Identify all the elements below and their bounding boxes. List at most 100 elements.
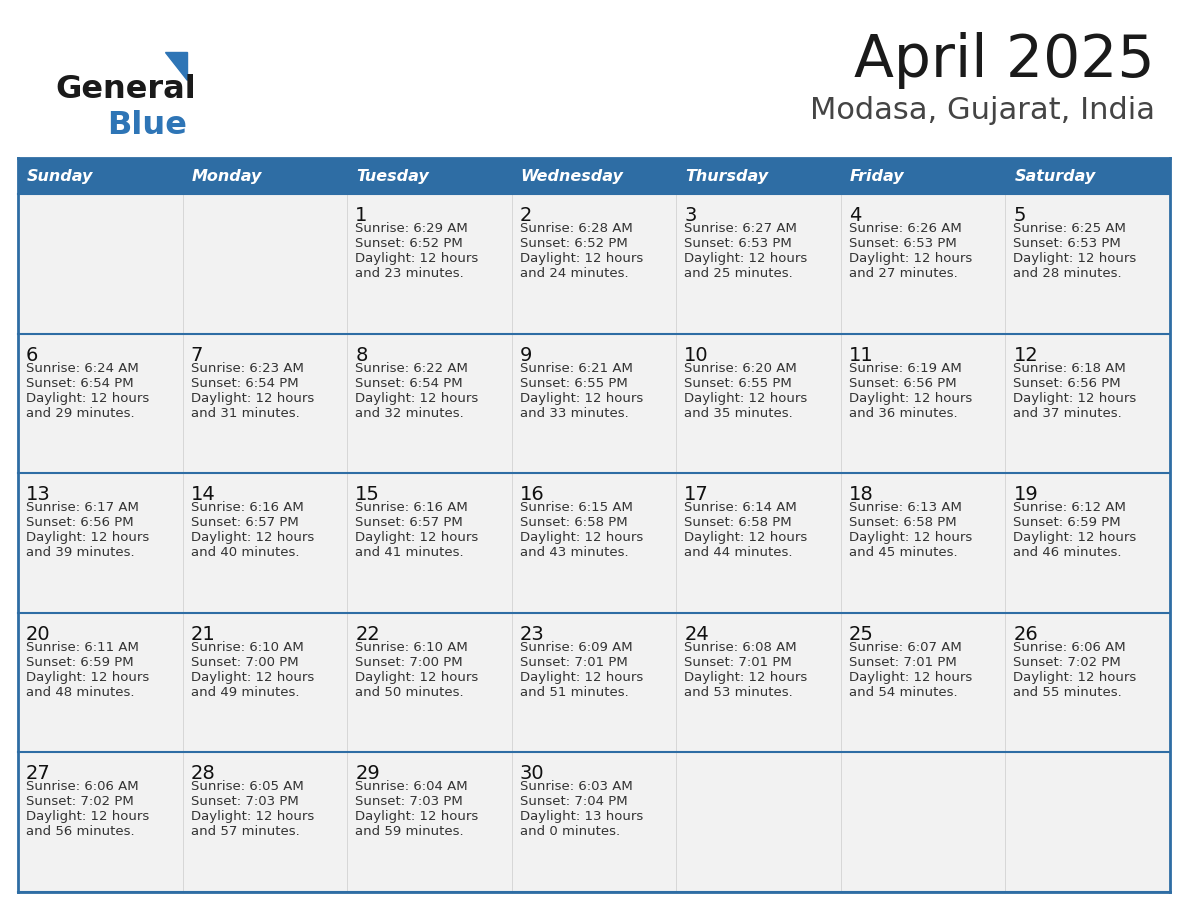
Text: Sunrise: 6:26 AM: Sunrise: 6:26 AM	[849, 222, 961, 235]
Text: Sunset: 6:52 PM: Sunset: 6:52 PM	[355, 237, 463, 250]
Text: 7: 7	[190, 345, 203, 364]
Text: Sunrise: 6:10 AM: Sunrise: 6:10 AM	[190, 641, 303, 654]
Text: Blue: Blue	[107, 110, 187, 141]
Text: 3: 3	[684, 206, 696, 225]
Text: Sunset: 7:01 PM: Sunset: 7:01 PM	[519, 655, 627, 669]
Text: Sunrise: 6:06 AM: Sunrise: 6:06 AM	[1013, 641, 1126, 654]
Text: Daylight: 12 hours: Daylight: 12 hours	[26, 811, 150, 823]
Text: Daylight: 12 hours: Daylight: 12 hours	[849, 671, 972, 684]
Text: and 49 minutes.: and 49 minutes.	[190, 686, 299, 699]
Text: Daylight: 12 hours: Daylight: 12 hours	[190, 532, 314, 544]
Text: Sunrise: 6:22 AM: Sunrise: 6:22 AM	[355, 362, 468, 375]
Bar	[18, 753, 183, 892]
Text: and 29 minutes.: and 29 minutes.	[26, 407, 134, 420]
Text: 15: 15	[355, 486, 380, 504]
Text: Sunrise: 6:06 AM: Sunrise: 6:06 AM	[26, 780, 139, 793]
Text: and 40 minutes.: and 40 minutes.	[190, 546, 299, 559]
Bar	[841, 158, 1005, 194]
Text: and 33 minutes.: and 33 minutes.	[519, 407, 628, 420]
Text: Sunrise: 6:11 AM: Sunrise: 6:11 AM	[26, 641, 139, 654]
Bar	[18, 333, 183, 473]
Text: Daylight: 12 hours: Daylight: 12 hours	[355, 671, 479, 684]
Text: Sunset: 6:57 PM: Sunset: 6:57 PM	[190, 516, 298, 529]
Text: and 37 minutes.: and 37 minutes.	[1013, 407, 1123, 420]
Text: Sunrise: 6:21 AM: Sunrise: 6:21 AM	[519, 362, 632, 375]
Bar	[18, 158, 183, 194]
Text: Sunrise: 6:05 AM: Sunrise: 6:05 AM	[190, 780, 303, 793]
Bar	[676, 753, 841, 892]
Text: 20: 20	[26, 625, 51, 644]
Text: and 45 minutes.: and 45 minutes.	[849, 546, 958, 559]
Text: Sunset: 7:02 PM: Sunset: 7:02 PM	[26, 795, 134, 809]
Text: 29: 29	[355, 765, 380, 783]
Text: Daylight: 12 hours: Daylight: 12 hours	[1013, 392, 1137, 405]
Text: 6: 6	[26, 345, 38, 364]
Bar	[1005, 473, 1170, 613]
Text: Sunrise: 6:17 AM: Sunrise: 6:17 AM	[26, 501, 139, 514]
Text: Sunset: 6:53 PM: Sunset: 6:53 PM	[684, 237, 792, 250]
Text: and 32 minutes.: and 32 minutes.	[355, 407, 463, 420]
Text: 2: 2	[519, 206, 532, 225]
Text: Sunset: 6:58 PM: Sunset: 6:58 PM	[519, 516, 627, 529]
Text: Sunrise: 6:29 AM: Sunrise: 6:29 AM	[355, 222, 468, 235]
Text: Daylight: 12 hours: Daylight: 12 hours	[519, 671, 643, 684]
Bar	[841, 753, 1005, 892]
Text: Daylight: 12 hours: Daylight: 12 hours	[684, 532, 808, 544]
Text: Wednesday: Wednesday	[520, 169, 624, 184]
Text: Daylight: 12 hours: Daylight: 12 hours	[849, 252, 972, 265]
Text: Sunset: 6:56 PM: Sunset: 6:56 PM	[26, 516, 133, 529]
Bar	[1005, 753, 1170, 892]
Bar	[841, 194, 1005, 333]
Text: 24: 24	[684, 625, 709, 644]
Text: 5: 5	[1013, 206, 1026, 225]
Text: Sunrise: 6:23 AM: Sunrise: 6:23 AM	[190, 362, 303, 375]
Text: Sunset: 6:56 PM: Sunset: 6:56 PM	[1013, 376, 1121, 389]
Text: 11: 11	[849, 345, 873, 364]
Bar	[512, 158, 676, 194]
Bar	[1005, 194, 1170, 333]
Text: 8: 8	[355, 345, 367, 364]
Text: Sunrise: 6:13 AM: Sunrise: 6:13 AM	[849, 501, 962, 514]
Bar	[1005, 333, 1170, 473]
Text: Sunrise: 6:24 AM: Sunrise: 6:24 AM	[26, 362, 139, 375]
Text: Daylight: 12 hours: Daylight: 12 hours	[190, 392, 314, 405]
Bar	[676, 613, 841, 753]
Text: 21: 21	[190, 625, 215, 644]
Bar	[183, 158, 347, 194]
Bar	[18, 194, 183, 333]
Text: Sunrise: 6:28 AM: Sunrise: 6:28 AM	[519, 222, 632, 235]
Text: Sunset: 6:53 PM: Sunset: 6:53 PM	[1013, 237, 1121, 250]
Text: Sunset: 6:57 PM: Sunset: 6:57 PM	[355, 516, 463, 529]
Bar	[347, 194, 512, 333]
Text: and 55 minutes.: and 55 minutes.	[1013, 686, 1123, 699]
Text: and 24 minutes.: and 24 minutes.	[519, 267, 628, 280]
Text: Daylight: 12 hours: Daylight: 12 hours	[355, 392, 479, 405]
Text: Friday: Friday	[849, 169, 904, 184]
Text: Daylight: 12 hours: Daylight: 12 hours	[190, 671, 314, 684]
Text: April 2025: April 2025	[854, 32, 1155, 89]
Text: Sunrise: 6:08 AM: Sunrise: 6:08 AM	[684, 641, 797, 654]
Bar	[676, 194, 841, 333]
Text: Daylight: 12 hours: Daylight: 12 hours	[190, 811, 314, 823]
Text: and 35 minutes.: and 35 minutes.	[684, 407, 794, 420]
Text: and 27 minutes.: and 27 minutes.	[849, 267, 958, 280]
Text: and 41 minutes.: and 41 minutes.	[355, 546, 463, 559]
Text: Sunset: 7:02 PM: Sunset: 7:02 PM	[1013, 655, 1121, 669]
Bar	[183, 333, 347, 473]
Text: and 36 minutes.: and 36 minutes.	[849, 407, 958, 420]
Text: Sunset: 6:54 PM: Sunset: 6:54 PM	[190, 376, 298, 389]
Text: and 0 minutes.: and 0 minutes.	[519, 825, 620, 838]
Text: Daylight: 12 hours: Daylight: 12 hours	[355, 811, 479, 823]
Text: Daylight: 12 hours: Daylight: 12 hours	[519, 392, 643, 405]
Text: 14: 14	[190, 486, 215, 504]
Text: Sunrise: 6:16 AM: Sunrise: 6:16 AM	[190, 501, 303, 514]
Text: Sunrise: 6:18 AM: Sunrise: 6:18 AM	[1013, 362, 1126, 375]
Text: Daylight: 12 hours: Daylight: 12 hours	[519, 532, 643, 544]
Bar	[841, 473, 1005, 613]
Text: Monday: Monday	[191, 169, 261, 184]
Text: Sunset: 6:53 PM: Sunset: 6:53 PM	[849, 237, 956, 250]
Text: Sunrise: 6:04 AM: Sunrise: 6:04 AM	[355, 780, 468, 793]
Bar	[183, 473, 347, 613]
Text: Sunset: 7:04 PM: Sunset: 7:04 PM	[519, 795, 627, 809]
Text: Sunset: 6:58 PM: Sunset: 6:58 PM	[849, 516, 956, 529]
